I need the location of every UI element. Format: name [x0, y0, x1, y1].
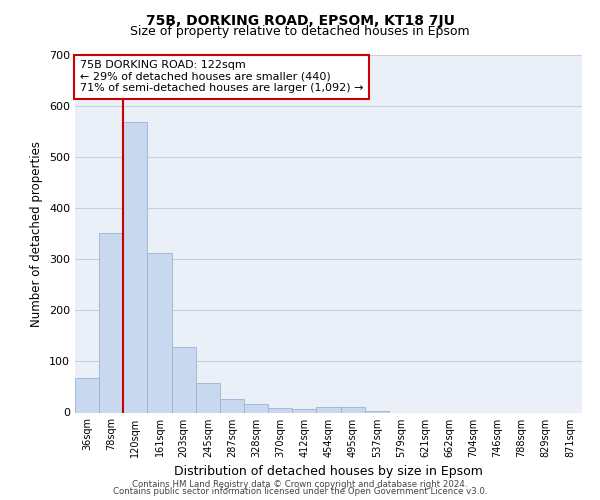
X-axis label: Distribution of detached houses by size in Epsom: Distribution of detached houses by size …: [174, 465, 483, 478]
Bar: [365, 411, 389, 412]
Bar: [268, 408, 292, 412]
Y-axis label: Number of detached properties: Number of detached properties: [31, 141, 43, 327]
Bar: [196, 384, 220, 412]
Bar: [220, 398, 244, 412]
Bar: [292, 410, 316, 412]
Text: 75B, DORKING ROAD, EPSOM, KT18 7JU: 75B, DORKING ROAD, EPSOM, KT18 7JU: [146, 14, 454, 28]
Bar: [244, 404, 268, 412]
Bar: [148, 253, 172, 412]
Bar: [123, 122, 148, 412]
Bar: [172, 347, 196, 412]
Bar: [341, 408, 365, 412]
Bar: [99, 232, 123, 412]
Text: Contains HM Land Registry data © Crown copyright and database right 2024.: Contains HM Land Registry data © Crown c…: [132, 480, 468, 489]
Text: Contains public sector information licensed under the Open Government Licence v3: Contains public sector information licen…: [113, 487, 487, 496]
Bar: [316, 408, 341, 412]
Bar: [75, 378, 99, 412]
Text: Size of property relative to detached houses in Epsom: Size of property relative to detached ho…: [130, 25, 470, 38]
Text: 75B DORKING ROAD: 122sqm
← 29% of detached houses are smaller (440)
71% of semi-: 75B DORKING ROAD: 122sqm ← 29% of detach…: [80, 60, 364, 94]
